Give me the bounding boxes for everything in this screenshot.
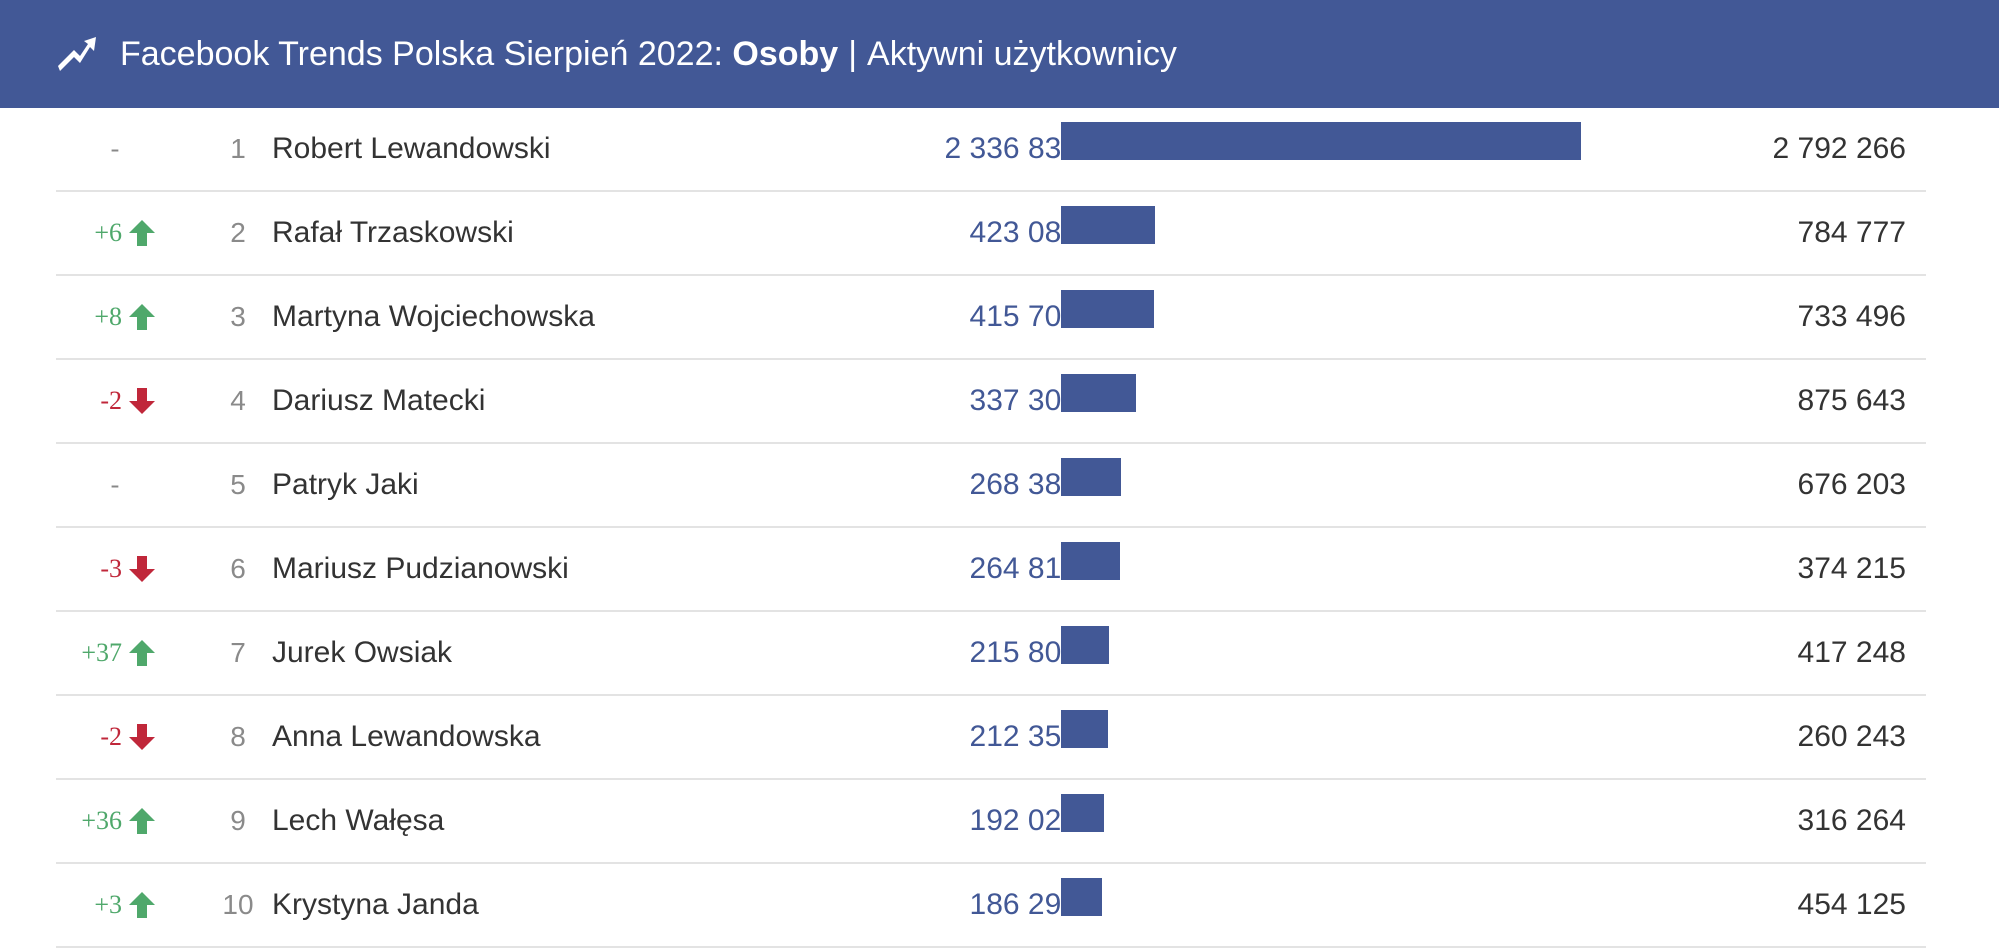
rank-change-label: +3 [94,890,122,919]
active-users-value: 337 301 [969,384,1078,417]
total-value: 454 125 [1797,888,1906,921]
total-value: 784 777 [1797,216,1906,249]
rank-number: 6 [230,553,246,584]
total-value: 2 792 266 [1772,132,1906,165]
arrow-up-icon [129,892,155,918]
arrow-down-icon [129,556,155,582]
active-users-value: 186 296 [969,888,1078,921]
rank-change-label: -3 [100,554,122,583]
rank-number: 4 [230,385,246,416]
table-row: - 1 Robert Lewandowski 2 336 839 2 792 266 [56,108,1926,192]
value-bar [1061,122,1581,160]
arrow-down-icon [129,724,155,750]
person-name: Dariusz Matecki [272,384,486,417]
rank-change: -3 [56,528,156,610]
rank-change: +3 [56,864,156,946]
rank-change: +8 [56,276,156,358]
rank-change: +6 [56,192,156,274]
header-title-prefix: Facebook Trends Polska Sierpień 2022: [120,34,723,73]
rank-change-label: -2 [100,386,122,415]
value-bar [1061,626,1109,664]
active-users-value: 215 803 [969,636,1078,669]
table-row: -2 8 Anna Lewandowska 212 354 260 243 [56,696,1926,780]
rank-change: - [56,444,174,526]
ranking-table: - 1 Robert Lewandowski 2 336 839 2 792 266 +6… [56,108,1926,948]
person-name: Krystyna Janda [272,888,479,921]
rank-change-label: +37 [81,638,122,667]
active-users-value: 264 817 [969,552,1078,585]
total-value: 374 215 [1797,552,1906,585]
rank-change-label: +36 [81,806,122,835]
total-value: 875 643 [1797,384,1906,417]
rank-change: -2 [56,696,156,778]
active-users-value: 268 382 [969,468,1078,501]
table-row: +8 3 Martyna Wojciechowska 415 702 733 496 [56,276,1926,360]
table-row: +37 7 Jurek Owsiak 215 803 417 248 [56,612,1926,696]
rank-number: 10 [222,889,254,920]
value-bar [1061,290,1154,328]
rank-number: 9 [230,805,246,836]
rank-number: 8 [230,721,246,752]
rank-change-label: +6 [94,218,122,247]
person-name: Anna Lewandowska [272,720,541,753]
value-bar [1061,206,1155,244]
total-value: 733 496 [1797,300,1906,333]
rank-change-label: +8 [94,302,122,331]
rank-change: +36 [56,780,156,862]
active-users-value: 192 027 [969,804,1078,837]
total-value: 316 264 [1797,804,1906,837]
person-name: Mariusz Pudzianowski [272,552,569,585]
table-row: +3 10 Krystyna Janda 186 296 454 125 [56,864,1926,948]
header-separator: | [848,34,858,73]
person-name: Lech Wałęsa [272,804,445,837]
header-title-suffix: Aktywni użytkownicy [867,34,1177,73]
arrow-up-icon [129,640,155,666]
table-row: +6 2 Rafał Trzaskowski 423 086 784 777 [56,192,1926,276]
rank-change: +37 [56,612,156,694]
person-name: Robert Lewandowski [272,132,551,165]
arrow-up-icon [129,808,155,834]
active-users-value: 423 086 [969,216,1078,249]
rank-change: -2 [56,360,156,442]
table-row: -3 6 Mariusz Pudzianowski 264 817 374 215 [56,528,1926,612]
total-value: 417 248 [1797,636,1906,669]
rank-number: 5 [230,469,246,500]
table-row: - 5 Patryk Jaki 268 382 676 203 [56,444,1926,528]
person-name: Jurek Owsiak [272,636,453,669]
person-name: Rafał Trzaskowski [272,216,514,249]
rank-change: - [56,108,174,190]
table-row: +36 9 Lech Wałęsa 192 027 316 264 [56,780,1926,864]
active-users-value: 212 354 [969,720,1078,753]
total-value: 260 243 [1797,720,1906,753]
rank-number: 2 [230,217,246,248]
value-bar [1061,458,1121,496]
rank-number: 7 [230,637,246,668]
table-row: -2 4 Dariusz Matecki 337 301 875 643 [56,360,1926,444]
chart-header: Facebook Trends Polska Sierpień 2022: Os… [0,0,1999,108]
arrow-up-icon [129,304,155,330]
arrow-down-icon [129,388,155,414]
rank-change-label: - [110,470,120,499]
trend-arrow-icon [58,37,96,71]
person-name: Martyna Wojciechowska [272,300,595,333]
rank-change-label: -2 [100,722,122,751]
value-bar [1061,374,1136,412]
active-users-value: 2 336 839 [944,132,1078,165]
total-value: 676 203 [1797,468,1906,501]
header-title-strong: Osoby [732,34,839,73]
value-bar [1061,794,1104,832]
active-users-value: 415 702 [969,300,1078,333]
value-bar [1061,878,1102,916]
person-name: Patryk Jaki [272,468,419,501]
value-bar [1061,710,1108,748]
value-bar [1061,542,1120,580]
rank-change-label: - [110,134,120,163]
arrow-up-icon [129,220,155,246]
rank-number: 3 [230,301,246,332]
rank-number: 1 [230,133,246,164]
